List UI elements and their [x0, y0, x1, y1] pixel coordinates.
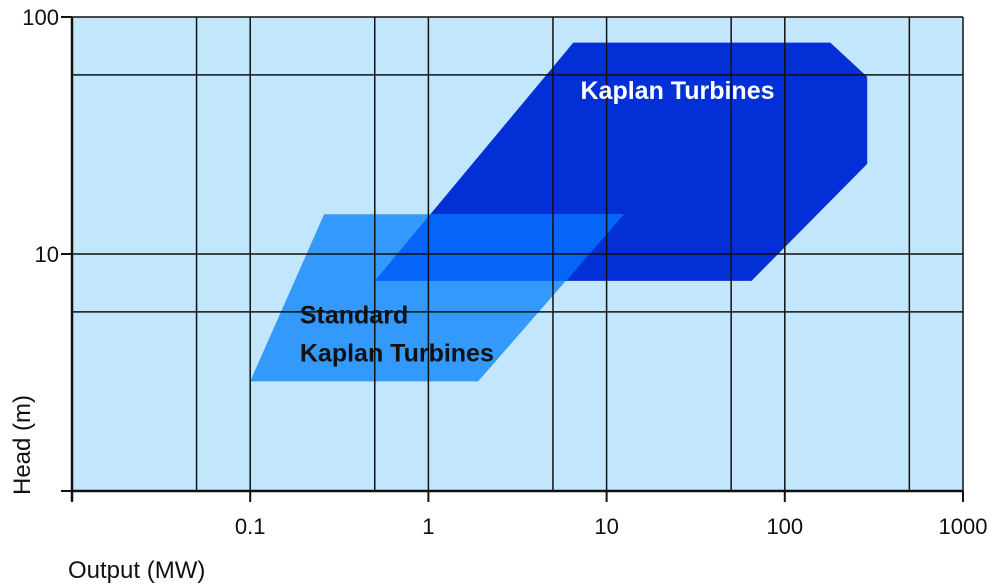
- region-labels: Kaplan Turbines Standard Kaplan Turbines: [300, 77, 775, 367]
- y-axis-title: Head (m): [9, 395, 36, 495]
- x-tick-label: 1000: [939, 514, 988, 539]
- region-label: Standard: [300, 301, 408, 329]
- region-label: Kaplan Turbines: [581, 77, 775, 105]
- gridlines: [72, 17, 963, 491]
- region-overlap: [374, 214, 624, 281]
- region-label: Kaplan Turbines: [300, 339, 494, 367]
- x-tick-label: 100: [766, 514, 803, 539]
- x-tick-label: 10: [594, 514, 618, 539]
- x-tick-labels: 0.1 1 10 100 1000: [235, 514, 988, 539]
- regions: [250, 42, 868, 382]
- y-tick-labels: 10 100: [22, 5, 59, 267]
- axes: [61, 16, 964, 502]
- y-tick-label: 10: [35, 242, 59, 267]
- x-tick-label: 1: [422, 514, 434, 539]
- x-tick-label: 0.1: [235, 514, 266, 539]
- x-axis-title: Output (MW): [68, 557, 205, 584]
- y-tick-label: 100: [22, 5, 59, 30]
